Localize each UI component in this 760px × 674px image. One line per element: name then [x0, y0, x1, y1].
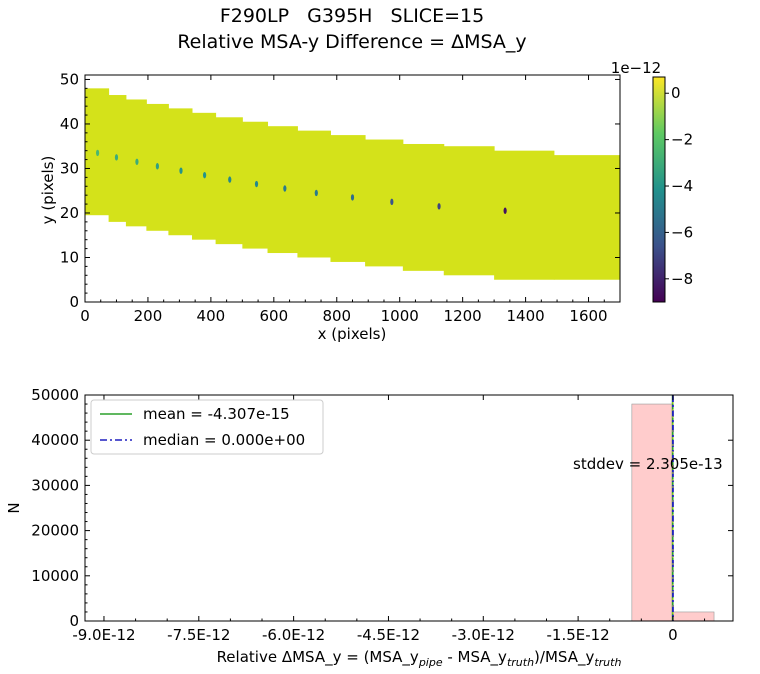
histogram-bar-1 [672, 611, 715, 622]
heatmap-x-tick-label-3: 600 [260, 307, 289, 325]
histogram-plot-frame [84, 394, 734, 622]
histogram-y-tick-label-2: 20000 [31, 522, 79, 540]
chart-title-line-2: Relative MSA-y Difference = ΔMSA_y [177, 31, 526, 53]
xlabel-subscript-truth-1: truth [507, 656, 534, 669]
heatmap-x-tick-label-7: 1400 [506, 307, 544, 325]
colorbar-gradient [652, 76, 666, 303]
heatmap-spot-8 [283, 185, 287, 192]
histogram-y-tick-label-4: 40000 [31, 431, 79, 449]
xlabel-part-c: )/MSA_y [534, 648, 594, 667]
heatmap-y-tick-label-1: 10 [60, 248, 79, 266]
heatmap-step-12 [402, 143, 445, 271]
xlabel-subscript-pipe: pipe [418, 656, 443, 669]
heatmap-x-tick-label-8: 1600 [569, 307, 607, 325]
heatmap-x-tick-label-6: 1200 [444, 307, 482, 325]
heatmap-spot-13 [503, 207, 507, 214]
legend-mean-label: mean = -4.307e-15 [143, 405, 290, 423]
xlabel-subscript-truth-2: truth [594, 656, 621, 669]
heatmap-spot-6 [228, 176, 232, 183]
heatmap-spot-11 [390, 198, 394, 206]
heatmap-y-tick-label-2: 20 [60, 204, 79, 222]
histogram-y-tick-label-3: 30000 [31, 476, 79, 494]
xlabel-part-b: - MSA_y [443, 648, 507, 667]
heatmap-step-11 [365, 139, 404, 267]
histogram-x-axis-label: Relative ΔMSA_y = (MSA_ypipe - MSA_ytrut… [217, 648, 622, 669]
heatmap-panel: 0 200 400 600 800 1000 1200 1400 1600 0 10 20 30 40 5… [39, 70, 621, 343]
colorbar-tick-label-1: −2 [671, 131, 693, 149]
heatmap-spot-4 [179, 167, 183, 174]
chart-title-line-1: F290LP G395H SLICE=15 [220, 5, 484, 27]
heatmap-spot-0 [95, 149, 100, 157]
heatmap-step-14 [494, 150, 555, 280]
colorbar-tick-label-3: −6 [671, 223, 693, 241]
heatmap-y-tick-label-0: 0 [69, 293, 79, 311]
legend-median-label: median = 0.000e+00 [143, 431, 305, 449]
colorbar: 0 −2 −4 −6 −8 1e−12 [611, 59, 693, 303]
heatmap-step-9 [297, 130, 331, 258]
heatmap-spot-10 [350, 194, 355, 201]
heatmap-spot-9 [314, 189, 318, 197]
heatmap-x-tick-label-0: 0 [80, 307, 90, 325]
heatmap-spot-1 [114, 154, 119, 161]
histogram-x-tick-label-1: -7.5E-12 [167, 626, 230, 644]
heatmap-x-axis-label: x (pixels) [318, 325, 387, 343]
heatmap-step-15 [553, 155, 620, 280]
heatmap-spot-12 [437, 203, 441, 210]
histogram-y-axis-label: N [5, 502, 23, 513]
stddev-annotation: stddev = 2.305e-13 [573, 455, 723, 473]
heatmap-step-10 [330, 135, 366, 262]
heatmap-spot-7 [254, 180, 259, 188]
histogram-panel: -9.0E-12 -7.5E-12 -6.0E-12 -4.5E-12 -3.0E-12… [5, 386, 734, 669]
heatmap-step-8 [267, 126, 298, 254]
histogram-x-tick-label-5: -1.5E-12 [546, 626, 609, 644]
heatmap-spot-2 [135, 158, 139, 165]
histogram-bar-0 [631, 403, 674, 622]
heatmap-step-13 [443, 146, 495, 276]
heatmap-y-tick-label-4: 40 [60, 115, 79, 133]
histogram-x-tick-label-2: -6.0E-12 [262, 626, 325, 644]
colorbar-offset-label: 1e−12 [611, 59, 661, 77]
histogram-x-tick-label-4: -3.0E-12 [452, 626, 515, 644]
histogram-y-tick-label-0: 0 [69, 612, 79, 630]
colorbar-tick-label-4: −8 [671, 270, 693, 288]
xlabel-part-a: Relative ΔMSA_y = (MSA_y [217, 648, 419, 667]
heatmap-spot-5 [202, 171, 207, 179]
histogram-x-tick-label-0: -9.0E-12 [72, 626, 135, 644]
histogram-y-tick-label-1: 10000 [31, 567, 79, 585]
heatmap-x-tick-label-2: 400 [197, 307, 226, 325]
heatmap-x-tick-label-1: 200 [134, 307, 163, 325]
heatmap-x-tick-label-4: 800 [322, 307, 351, 325]
heatmap-y-tick-label-3: 30 [60, 159, 79, 177]
histogram-x-tick-label-3: -4.5E-12 [357, 626, 420, 644]
legend-box [90, 399, 324, 455]
heatmap-x-tick-label-5: 1000 [381, 307, 419, 325]
heatmap-spot-3 [155, 163, 159, 170]
histogram-y-tick-label-5: 50000 [31, 386, 79, 404]
colorbar-tick-label-2: −4 [671, 177, 693, 195]
heatmap-y-tick-label-5: 50 [60, 70, 79, 88]
histogram-x-tick-label-6: 0 [668, 626, 678, 644]
heatmap-y-axis-label: y (pixels) [39, 156, 57, 225]
colorbar-tick-label-0: 0 [671, 84, 681, 102]
histogram-legend: mean = -4.307e-15 median = 0.000e+00 [90, 399, 324, 455]
